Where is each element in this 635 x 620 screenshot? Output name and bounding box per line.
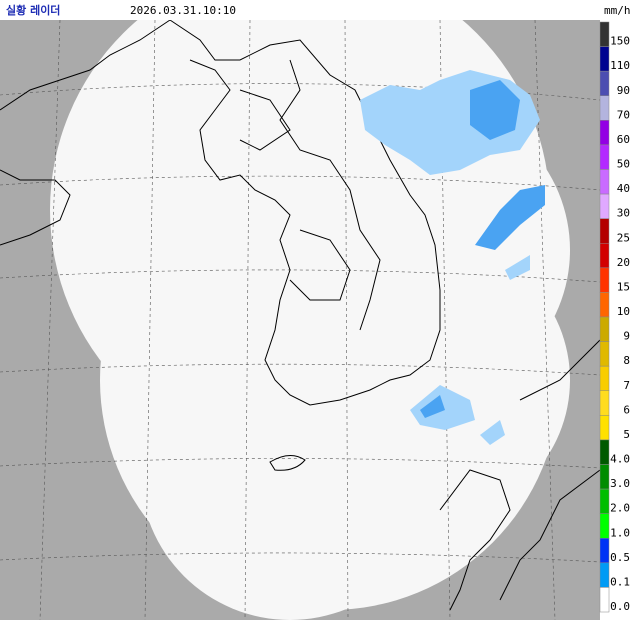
legend-swatch [599,562,610,588]
legend-label: 60 [617,133,630,146]
legend-swatch [599,488,610,514]
legend-swatch [599,95,610,121]
legend-swatch [599,587,610,613]
legend-label: 30 [617,207,630,220]
legend-swatch [599,243,610,269]
coverage [50,0,570,620]
legend-swatch [599,120,610,146]
header-bar [0,0,600,20]
legend-label: 150 [610,35,630,48]
legend-swatch [599,144,610,170]
legend-label: 15 [617,280,630,293]
legend-label: 50 [617,158,630,171]
legend-label: 4.0 [610,453,630,466]
legend-label: 20 [617,256,630,269]
legend-swatch [599,267,610,293]
legend-swatch [599,70,610,96]
legend-label: 3.0 [610,477,630,490]
title: 실황 레이더 [6,3,60,17]
legend-swatch [599,193,610,219]
legend-swatch [599,341,610,367]
legend-label: 90 [617,84,630,97]
legend-swatch [599,365,610,391]
legend-swatch [599,218,610,244]
legend-swatch [599,415,610,441]
legend-label: 2.0 [610,502,630,515]
legend-swatch [599,169,610,195]
legend-swatch [599,316,610,342]
coastlines [0,19,601,611]
legend-label: 8 [623,354,630,367]
legend-swatch [599,439,610,465]
legend-unit: mm/h [604,4,631,17]
legend-swatch [599,46,610,72]
timestamp: 2026.03.31.10:10 [130,4,236,17]
legend-label: 25 [617,231,630,244]
legend-label: 40 [617,182,630,195]
legend-swatch [599,513,610,539]
map [0,0,601,620]
legend-swatch [599,21,610,47]
precipitation [360,70,545,445]
legend-label: 6 [623,403,630,416]
legend-label: 110 [610,59,630,72]
legend-swatch [599,464,610,490]
legend-label: 0.0 [610,600,630,613]
legend-swatch [599,292,610,318]
legend-swatch [599,390,610,416]
legend-label: 1.0 [610,526,630,539]
legend-label: 9 [623,330,630,343]
legend-label: 0.5 [610,551,630,564]
legend: 150 110 90 70 60 50 40 30 25 20 15 10 9 8 7 6 5 4.0 3.0 2.0… [599,21,630,613]
legend-label: 0.1 [610,575,630,588]
legend-label: 10 [617,305,630,318]
legend-label: 5 [623,428,630,441]
legend-label: 7 [623,379,630,392]
legend-swatch [599,538,610,564]
legend-label: 70 [617,108,630,121]
grid [0,19,601,620]
